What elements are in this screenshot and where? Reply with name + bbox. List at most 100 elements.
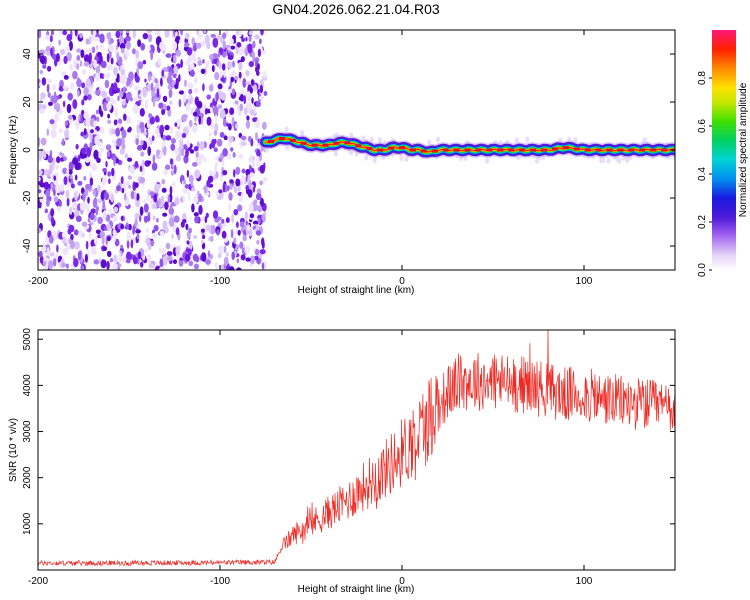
noise-blob — [119, 148, 126, 155]
noise-blob — [173, 215, 180, 223]
noise-blob — [110, 128, 116, 135]
noise-blob — [83, 61, 90, 67]
noise-blob — [235, 166, 241, 175]
noise-blob — [134, 212, 140, 219]
noise-blob — [263, 91, 268, 96]
noise-blob — [59, 151, 63, 157]
noise-blob — [60, 71, 66, 76]
colorbar-tick-label: 0.8 — [697, 71, 708, 85]
noise-blob — [156, 88, 160, 98]
noise-blob — [76, 78, 82, 88]
haze-blob — [404, 155, 409, 162]
noise-blob — [194, 169, 201, 179]
noise-blob — [130, 239, 134, 249]
noise-blob — [72, 201, 78, 209]
noise-blob — [85, 38, 90, 45]
noise-blob — [145, 128, 149, 139]
noise-blob — [128, 184, 132, 189]
noise-blob — [58, 39, 61, 46]
noise-blob — [113, 233, 117, 243]
noise-blob — [209, 124, 215, 130]
noise-blob — [244, 211, 248, 221]
haze-blob — [300, 129, 305, 136]
noise-blob — [126, 231, 131, 241]
noise-blob — [142, 32, 149, 40]
noise-blob — [101, 90, 107, 99]
noise-blob — [140, 151, 145, 157]
noise-blob — [227, 185, 230, 191]
noise-blob — [62, 30, 68, 36]
noise-blob — [238, 71, 242, 79]
noise-blob — [106, 235, 111, 242]
noise-blob — [210, 33, 216, 38]
noise-blob — [184, 184, 190, 189]
noise-blob — [99, 126, 105, 134]
signal-peak — [551, 147, 558, 151]
noise-blob — [256, 239, 260, 245]
noise-blob — [208, 84, 214, 92]
noise-blob — [173, 164, 177, 175]
noise-blob — [146, 30, 153, 34]
haze-blob — [435, 136, 440, 143]
noise-blob — [66, 197, 70, 207]
noise-blob — [147, 46, 151, 52]
snr-y-ticks: 1000 2000 3000 4000 5000 — [22, 328, 675, 535]
noise-blob — [49, 173, 55, 178]
noise-blob — [105, 144, 112, 151]
noise-blob — [146, 193, 150, 202]
noise-blob — [119, 90, 124, 98]
signal-peak — [388, 146, 395, 150]
noise-blob — [95, 109, 99, 115]
noise-blob — [261, 262, 265, 270]
noise-blob — [217, 83, 223, 90]
noise-blob — [154, 115, 160, 123]
noise-blob — [246, 103, 252, 113]
noise-blob — [42, 150, 47, 159]
noise-blob — [43, 181, 49, 190]
noise-blob — [48, 260, 53, 270]
noise-blob — [83, 176, 87, 181]
noise-blob — [209, 53, 214, 61]
noise-blob — [126, 251, 132, 261]
signal-peak — [377, 148, 384, 152]
noise-blob — [91, 136, 95, 147]
noise-blob — [256, 155, 260, 164]
noise-blob — [81, 82, 86, 89]
noise-blob — [225, 108, 228, 114]
noise-blob — [106, 102, 112, 111]
noise-blob — [231, 213, 235, 224]
noise-blob — [52, 95, 58, 104]
noise-blob — [164, 169, 168, 175]
noise-blob — [100, 110, 104, 118]
noise-blob — [55, 53, 60, 62]
x-tick-label: -200 — [28, 576, 48, 587]
noise-blob — [88, 133, 93, 141]
noise-blob — [237, 229, 241, 236]
noise-blob — [100, 60, 107, 69]
noise-blob — [251, 79, 254, 86]
noise-blob — [114, 108, 119, 118]
noise-blob — [232, 169, 236, 178]
noise-blob — [204, 34, 210, 45]
noise-blob — [86, 147, 92, 158]
noise-blob — [246, 115, 250, 121]
x-tick-label: 0 — [399, 276, 405, 287]
noise-blob — [46, 246, 50, 257]
noise-blob — [91, 46, 96, 54]
noise-blob — [111, 139, 116, 144]
noise-blob — [134, 182, 139, 188]
noise-blob — [208, 132, 213, 137]
noise-blob — [161, 178, 166, 185]
noise-blob — [38, 137, 41, 147]
noise-blob — [45, 190, 51, 198]
noise-blob — [142, 87, 148, 98]
noise-blob — [101, 73, 105, 79]
noise-blob — [173, 54, 177, 64]
noise-blob — [70, 233, 74, 241]
noise-blob — [122, 86, 127, 94]
noise-blob — [117, 123, 122, 130]
noise-blob — [189, 149, 195, 154]
colorbar-tick-label: 0.2 — [697, 215, 708, 229]
signal-peak — [595, 148, 602, 152]
noise-blob — [116, 137, 122, 147]
